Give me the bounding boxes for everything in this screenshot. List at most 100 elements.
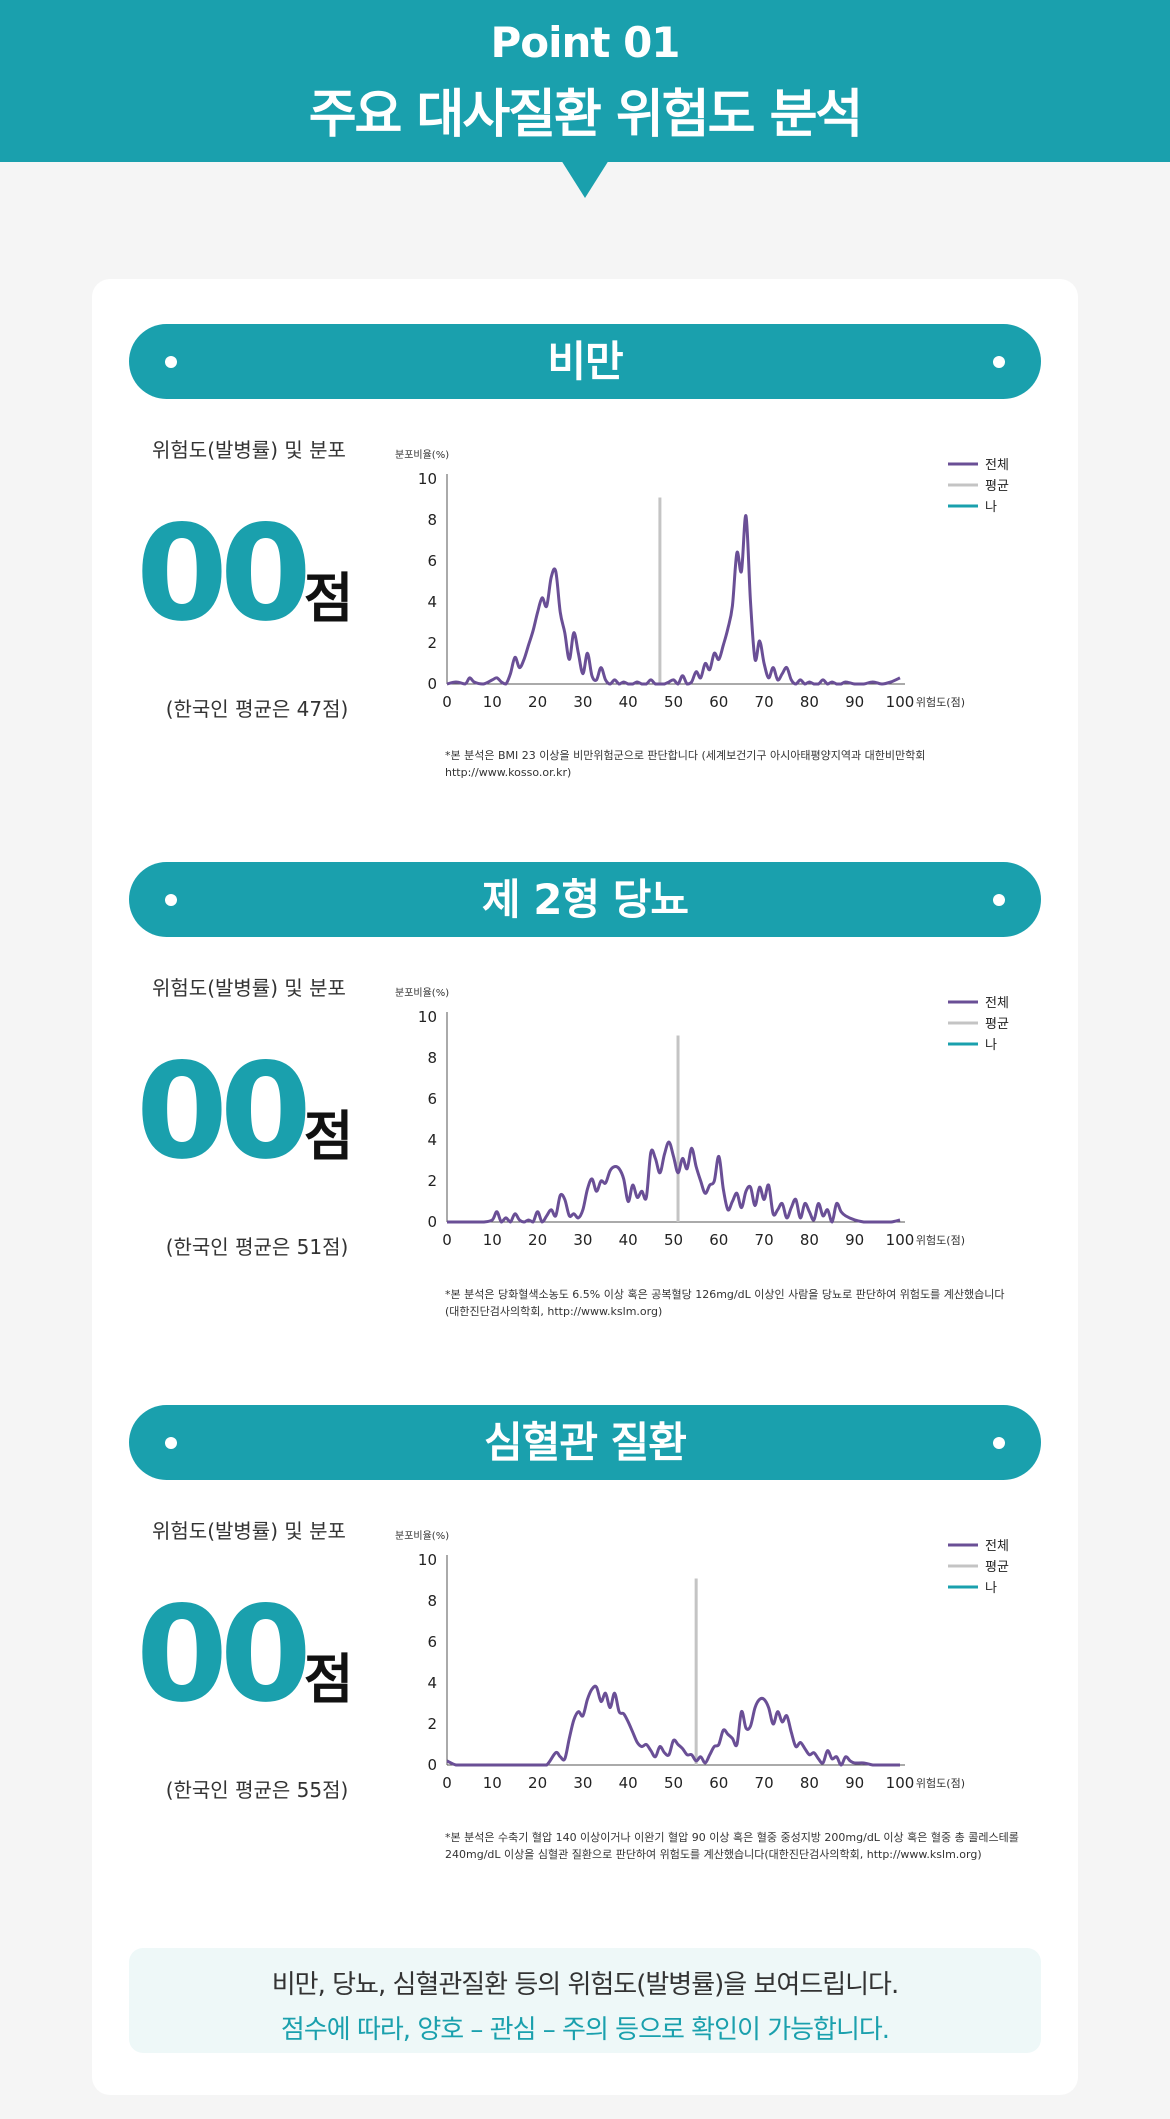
distribution-chart: 분포비율(%) 0 2 4 6 8 10 0 10 20 30 40 50 60 70 80 90 100 위험도(… <box>395 987 1035 1252</box>
average-text: (한국인 평균은 55점) <box>165 1778 349 1802</box>
section-title: 제 2형 당뇨 <box>481 875 689 924</box>
legend-label: 나 <box>985 1038 997 1053</box>
pill-dot-left <box>165 356 177 368</box>
score-value: 00 <box>136 497 312 651</box>
y-tick-label: 6 <box>427 1090 437 1108</box>
distribution-chart: 분포비율(%) 0 2 4 6 8 10 0 10 20 30 40 50 60 70 80 90 100 위험도(… <box>395 449 1035 714</box>
y-tick-label: 8 <box>427 1592 437 1610</box>
y-tick-label: 0 <box>427 1756 437 1774</box>
x-tick-label: 70 <box>755 693 774 711</box>
section-title-pill: 심혈관 질환 <box>129 1405 1041 1480</box>
x-tick-label: 50 <box>664 693 683 711</box>
y-tick-label: 2 <box>427 1715 437 1733</box>
header-arrow <box>561 160 609 198</box>
score-value: 00 <box>136 1578 312 1732</box>
footnote: *본 분석은 BMI 23 이상을 비만위험군으로 판단합니다 (세계보건기구 … <box>445 747 1045 781</box>
footnote-line: 240mg/dL 이상을 심혈관 질환으로 판단하여 위험도를 계산했습니다(대… <box>445 1848 982 1861</box>
legend-label: 나 <box>985 1581 997 1596</box>
average-text: (한국인 평균은 51점) <box>165 1235 349 1259</box>
x-tick-label: 20 <box>528 1774 547 1792</box>
legend-label: 평균 <box>985 1017 1009 1032</box>
y-tick-label: 2 <box>427 634 437 652</box>
y-tick-label: 4 <box>427 593 437 611</box>
y-axis-label: 분포비율(%) <box>395 449 449 461</box>
y-tick-label: 0 <box>427 1213 437 1231</box>
section-title-pill: 비만 <box>129 324 1041 399</box>
x-tick-label: 0 <box>442 1774 452 1792</box>
y-axis-label: 분포비율(%) <box>395 987 449 999</box>
section-title: 심혈관 질환 <box>484 1418 687 1467</box>
x-tick-label: 30 <box>573 693 592 711</box>
score-unit: 점 <box>303 567 354 630</box>
score-display: 00점 <box>136 504 376 644</box>
footnote: *본 분석은 당화혈색소농도 6.5% 이상 혹은 공복혈당 126mg/dL … <box>445 1286 1045 1320</box>
legend-label: 전체 <box>985 1539 1009 1554</box>
score-unit: 점 <box>303 1105 354 1168</box>
section-title-pill: 제 2형 당뇨 <box>129 862 1041 937</box>
y-tick-label: 10 <box>418 1008 437 1026</box>
legend-label: 평균 <box>985 1560 1009 1575</box>
y-tick-label: 0 <box>427 675 437 693</box>
distribution-label: 위험도(발병률) 및 분포 <box>152 976 346 1000</box>
x-tick-label: 100 <box>886 1774 915 1792</box>
distribution-chart: 분포비율(%) 0 2 4 6 8 10 0 10 20 30 40 50 60 70 80 90 100 위험도(… <box>395 1530 1035 1795</box>
x-tick-label: 50 <box>664 1774 683 1792</box>
y-tick-label: 4 <box>427 1131 437 1149</box>
x-tick-label: 20 <box>528 1231 547 1249</box>
x-tick-label: 90 <box>845 1231 864 1249</box>
y-tick-label: 10 <box>418 470 437 488</box>
analysis-card: 비만 위험도(발병률) 및 분포 00점 (한국인 평균은 47점) 분포비율(… <box>92 279 1078 2095</box>
x-tick-label: 10 <box>483 1231 502 1249</box>
series-line-all <box>446 514 901 686</box>
section-cardiovascular: 심혈관 질환 위험도(발병률) 및 분포 00점 (한국인 평균은 55점) 분… <box>92 1360 1078 1861</box>
x-tick-label: 20 <box>528 693 547 711</box>
pill-dot-left <box>165 1437 177 1449</box>
y-tick-label: 6 <box>427 552 437 570</box>
footnote-line: *본 분석은 수축기 혈압 140 이상이거나 이완기 혈압 90 이상 혹은 … <box>445 1831 1019 1844</box>
y-tick-label: 6 <box>427 1633 437 1651</box>
header-title: 주요 대사질환 위험도 분석 <box>308 85 864 145</box>
x-axis-label: 위험도(점) <box>916 696 965 709</box>
x-tick-label: 30 <box>573 1774 592 1792</box>
x-tick-label: 90 <box>845 1774 864 1792</box>
section-diabetes: 제 2형 당뇨 위험도(발병률) 및 분포 00점 (한국인 평균은 51점) … <box>92 817 1078 1318</box>
footnote: *본 분석은 수축기 혈압 140 이상이거나 이완기 혈압 90 이상 혹은 … <box>445 1829 1045 1863</box>
pill-dot-left <box>165 894 177 906</box>
x-tick-label: 60 <box>709 693 728 711</box>
header-point: Point 01 <box>490 18 680 67</box>
legend-label: 전체 <box>985 996 1009 1011</box>
pill-dot-right <box>993 894 1005 906</box>
footnote-line: *본 분석은 BMI 23 이상을 비만위험군으로 판단합니다 (세계보건기구 … <box>445 749 926 779</box>
footnote-line: *본 분석은 당화혈색소농도 6.5% 이상 혹은 공복혈당 126mg/dL … <box>445 1288 1005 1301</box>
distribution-label: 위험도(발병률) 및 분포 <box>152 438 346 462</box>
score-display: 00점 <box>136 1042 376 1182</box>
x-tick-label: 40 <box>619 1774 638 1792</box>
x-tick-label: 60 <box>709 1231 728 1249</box>
footnote-line: (대한진단검사의학회, http://www.kslm.org) <box>445 1305 663 1318</box>
legend-label: 평균 <box>985 479 1009 494</box>
score-display: 00점 <box>136 1585 376 1725</box>
y-tick-label: 2 <box>427 1172 437 1190</box>
y-tick-label: 4 <box>427 1674 437 1692</box>
y-tick-label: 8 <box>427 1049 437 1067</box>
summary-box: 비만, 당뇨, 심혈관질환 등의 위험도(발병률)을 보여드립니다. 점수에 따… <box>129 1948 1041 2053</box>
page-header: Point 01 주요 대사질환 위험도 분석 <box>0 0 1170 162</box>
section-obesity: 비만 위험도(발병률) 및 분포 00점 (한국인 평균은 47점) 분포비율(… <box>92 279 1078 779</box>
series-line-all <box>446 1684 900 1767</box>
x-tick-label: 0 <box>442 693 452 711</box>
x-tick-label: 40 <box>619 693 638 711</box>
x-tick-label: 10 <box>483 693 502 711</box>
x-axis-label: 위험도(점) <box>916 1234 965 1247</box>
x-tick-label: 40 <box>619 1231 638 1249</box>
x-tick-label: 50 <box>664 1231 683 1249</box>
x-tick-label: 80 <box>800 1774 819 1792</box>
pill-dot-right <box>993 356 1005 368</box>
average-text: (한국인 평균은 47점) <box>165 697 349 721</box>
x-tick-label: 90 <box>845 693 864 711</box>
score-unit: 점 <box>303 1648 354 1711</box>
score-value: 00 <box>136 1035 312 1189</box>
summary-line-1: 비만, 당뇨, 심혈관질환 등의 위험도(발병률)을 보여드립니다. <box>271 1970 900 2000</box>
